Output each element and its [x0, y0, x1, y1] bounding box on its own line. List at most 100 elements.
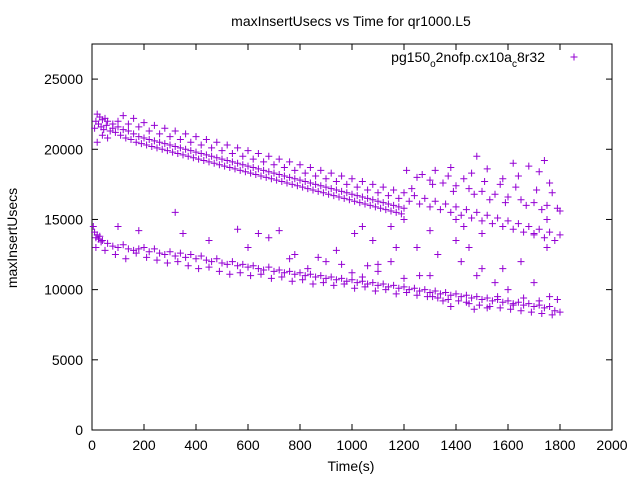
data-point — [205, 263, 213, 271]
data-point — [119, 241, 127, 249]
data-point — [499, 175, 507, 183]
data-point — [416, 287, 424, 295]
data-point — [483, 304, 491, 312]
data-point — [156, 138, 164, 146]
data-point — [215, 267, 223, 275]
data-point — [483, 211, 491, 219]
data-point — [369, 180, 377, 188]
data-point — [403, 288, 411, 296]
data-point — [392, 208, 400, 216]
data-point — [200, 157, 208, 165]
data-point — [91, 124, 99, 132]
legend-label-subscript: o — [430, 59, 436, 70]
data-point — [395, 194, 403, 202]
data-point — [145, 248, 153, 256]
data-point — [291, 175, 299, 183]
data-point — [462, 298, 470, 306]
data-point — [122, 255, 130, 263]
data-point — [431, 287, 439, 295]
data-point — [447, 291, 455, 299]
data-point — [517, 307, 525, 315]
data-point — [473, 152, 481, 160]
data-point — [522, 201, 530, 209]
data-point — [416, 200, 424, 208]
data-point — [371, 203, 379, 211]
data-point — [280, 269, 288, 277]
data-point — [286, 255, 294, 263]
data-point — [291, 270, 299, 278]
data-point — [371, 287, 379, 295]
data-point — [234, 225, 242, 233]
data-point — [286, 158, 294, 166]
data-point — [327, 169, 335, 177]
data-point — [501, 199, 509, 207]
data-point — [556, 207, 564, 215]
data-point — [140, 119, 148, 127]
data-point — [408, 185, 416, 193]
data-point — [218, 147, 226, 155]
data-point — [426, 288, 434, 296]
data-point — [98, 237, 106, 245]
data-point — [374, 197, 382, 205]
data-point — [314, 253, 322, 261]
data-point — [218, 155, 226, 163]
data-point — [530, 231, 538, 239]
x-axis-label: Time(s) — [328, 458, 375, 474]
data-point — [156, 249, 164, 257]
data-point — [166, 248, 174, 256]
x-tick-label: 1800 — [544, 437, 575, 453]
data-point — [241, 168, 249, 176]
data-point — [124, 245, 132, 253]
data-point — [322, 183, 330, 191]
data-point — [124, 120, 132, 128]
data-point — [163, 147, 171, 155]
data-point — [299, 183, 307, 191]
data-point — [481, 178, 489, 186]
data-point — [395, 203, 403, 211]
legend-label: pg150o2nofp.cx10ac8r32 — [391, 49, 545, 70]
data-point — [161, 124, 169, 132]
data-point — [356, 199, 364, 207]
data-point — [249, 155, 257, 163]
data-point — [421, 194, 429, 202]
data-point — [249, 262, 257, 270]
data-point — [364, 262, 372, 270]
data-point — [124, 127, 132, 135]
y-axis-ticks: 0 5000 10000 15000 20000 25000 — [44, 71, 612, 438]
data-point — [400, 283, 408, 291]
x-tick-label: 400 — [184, 437, 208, 453]
data-point — [275, 155, 283, 163]
data-point — [223, 157, 231, 165]
data-point — [304, 185, 312, 193]
data-point — [514, 172, 522, 180]
data-point — [132, 138, 140, 146]
data-point — [374, 281, 382, 289]
data-point — [416, 272, 424, 280]
data-point — [150, 121, 158, 129]
data-point — [486, 196, 494, 204]
data-point — [247, 169, 255, 177]
data-point — [291, 166, 299, 174]
data-point — [208, 258, 216, 266]
data-point — [150, 137, 158, 145]
data-point — [254, 265, 262, 273]
data-point — [340, 280, 348, 288]
data-point — [374, 189, 382, 197]
data-point — [208, 144, 216, 152]
data-point — [104, 117, 112, 125]
data-point — [283, 179, 291, 187]
data-point — [260, 158, 268, 166]
data-point — [226, 270, 234, 278]
data-point — [187, 251, 195, 259]
data-point — [514, 298, 522, 306]
data-point — [280, 164, 288, 172]
data-point — [195, 265, 203, 273]
data-point — [444, 295, 452, 303]
x-tick-label: 600 — [236, 437, 260, 453]
data-point — [288, 180, 296, 188]
data-point — [273, 176, 281, 184]
data-point — [369, 279, 377, 287]
data-point — [546, 293, 554, 301]
data-point — [135, 227, 143, 235]
data-point — [369, 196, 377, 204]
